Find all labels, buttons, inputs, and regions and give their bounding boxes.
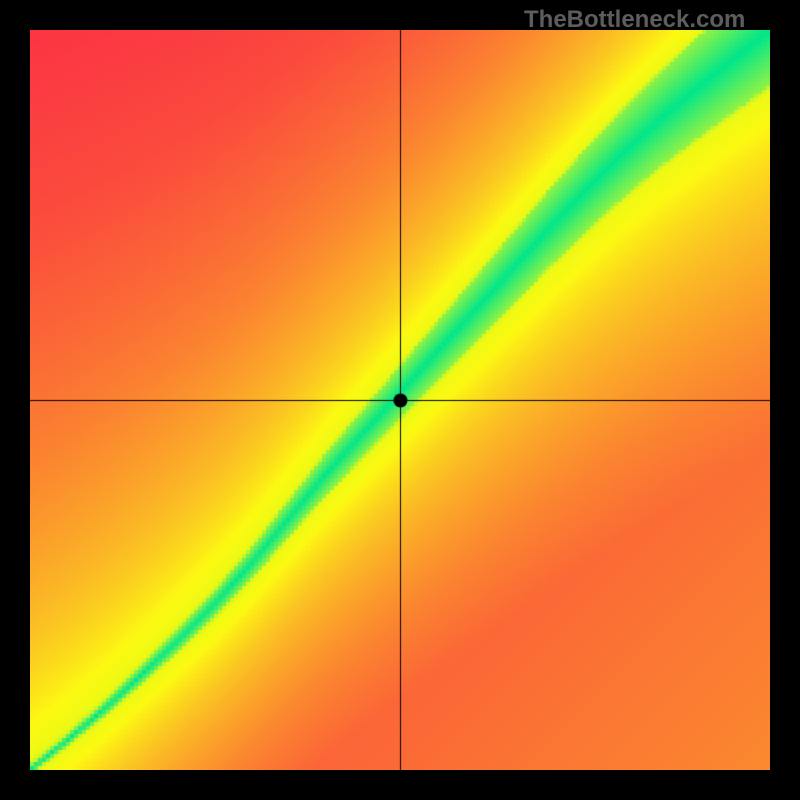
watermark-text: TheBottleneck.com [524,6,745,34]
figure-container: TheBottleneck.com [0,0,800,800]
heatmap-canvas [30,30,770,770]
